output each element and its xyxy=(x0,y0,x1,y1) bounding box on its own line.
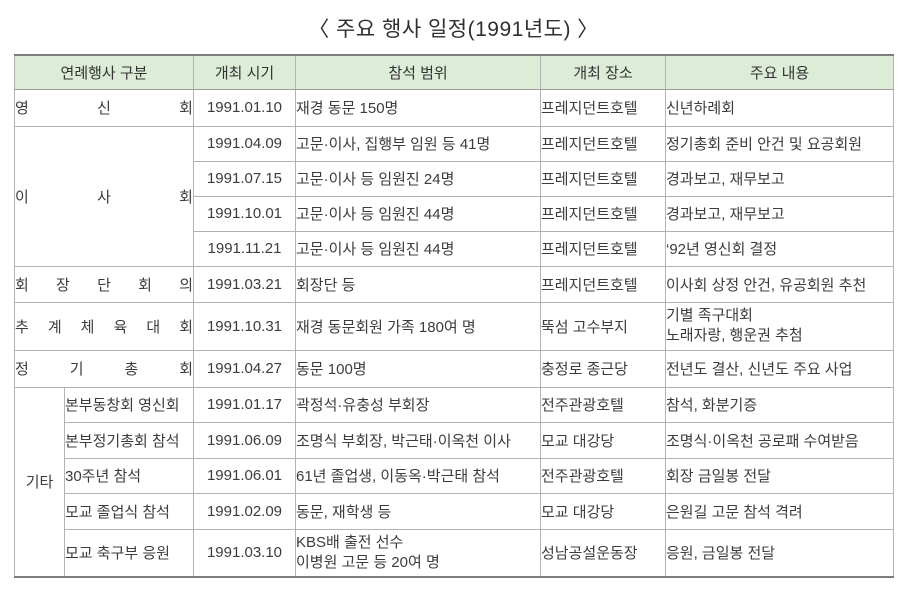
cell-venue: 프레지던트호텔 xyxy=(540,230,666,267)
cell-venue: 프레지던트호텔 xyxy=(540,195,666,232)
cell-content: ‘92년 영신회 결정 xyxy=(665,230,894,267)
cell-venue: 충정로 종근당 xyxy=(540,349,666,388)
cell-date: 1991.01.10 xyxy=(193,88,296,127)
cell-venue: 모교 대강당 xyxy=(540,492,666,530)
cell-content: 경과보고, 재무보고 xyxy=(665,160,894,197)
cell-sublabel: 본부정기총회 참석 xyxy=(64,421,194,459)
cell-sublabel: 본부동창회 영신회 xyxy=(64,386,194,423)
cell-date: 1991.07.15 xyxy=(193,160,296,197)
cell-attendees: 곽정석·유충성 부회장 xyxy=(295,386,541,423)
table-header-row: 연례행사 구분 개최 시기 참석 범위 개최 장소 주요 내용 xyxy=(14,54,894,90)
table-row: 1991.11.21 고문·이사 등 임원진 44명 프레지던트호텔 ‘92년 … xyxy=(15,230,894,267)
cell-content: 이사회 상정 안건, 유공회원 추천 xyxy=(665,265,894,303)
cell-venue: 프레지던트호텔 xyxy=(540,265,666,303)
cell-venue: 모교 대강당 xyxy=(540,421,666,459)
cell-content: 응원, 금일봉 전달 xyxy=(665,528,894,578)
cell-attendees: 재경 동문 150명 xyxy=(295,88,541,127)
page-title: 〈 주요 행사 일정(1991년도) 〉 xyxy=(308,18,599,41)
cell-content: 회장 금일봉 전달 xyxy=(665,457,894,494)
attendees-line-2: 이병원 고문 등 20여 명 xyxy=(296,553,440,571)
table-row: 회 장 단 회 의 1991.03.21 회장단 등 프레지던트호텔 이사회 상… xyxy=(14,265,894,303)
cell-date: 1991.11.21 xyxy=(193,230,296,267)
attendees-line-1: KBS배 출전 선수 xyxy=(296,533,404,551)
cell-venue: 전주관광호텔 xyxy=(540,386,666,423)
cell-date: 1991.01.17 xyxy=(193,386,296,423)
cell-attendees: 동문, 재학생 등 xyxy=(295,492,541,530)
table-row: 본부정기총회 참석 1991.06.09 조명식 부회장, 박근태·이옥천 이사… xyxy=(15,421,894,459)
cell-category: 영 신 회 xyxy=(14,88,194,127)
cell-category: 정 기 총 회 xyxy=(14,349,194,388)
cell-attendees: KBS배 출전 선수 이병원 고문 등 20여 명 xyxy=(295,528,541,578)
cell-date: 1991.06.01 xyxy=(193,457,296,494)
cell-venue: 프레지던트호텔 xyxy=(540,160,666,197)
content-line-1: 기별 족구대회 xyxy=(666,306,753,324)
cell-content: 전년도 결산, 신년도 주요 사업 xyxy=(665,349,894,388)
cell-venue: 뚝섬 고수부지 xyxy=(540,301,666,351)
cell-venue: 프레지던트호텔 xyxy=(540,88,666,127)
cell-date: 1991.10.31 xyxy=(193,301,296,351)
header-content: 주요 내용 xyxy=(665,54,894,90)
table-row: 모교 축구부 응원 1991.03.10 KBS배 출전 선수 이병원 고문 등… xyxy=(15,528,894,578)
table-row: 이 사 회 1991.04.09 고문·이사, 집행부 임원 등 41명 프레지… xyxy=(14,125,894,267)
header-category: 연례행사 구분 xyxy=(14,54,194,90)
table-row: 30주년 참석 1991.06.01 61년 졸업생, 이동옥·박근태 참석 전… xyxy=(15,457,894,494)
cell-date: 1991.04.09 xyxy=(193,125,296,162)
cell-content: 은원길 고문 참석 격려 xyxy=(665,492,894,530)
table-row: 정 기 총 회 1991.04.27 동문 100명 충정로 종근당 전년도 결… xyxy=(14,349,894,388)
cell-attendees: 고문·이사 등 임원진 24명 xyxy=(295,160,541,197)
cell-attendees: 회장단 등 xyxy=(295,265,541,303)
cell-category: 추 계 체 육 대 회 xyxy=(14,301,194,351)
cell-venue: 성남공설운동장 xyxy=(540,528,666,578)
cell-category: 회 장 단 회 의 xyxy=(14,265,194,303)
table-row: 모교 졸업식 참석 1991.02.09 동문, 재학생 등 모교 대강당 은원… xyxy=(15,492,894,530)
content-line-2: 노래자랑, 행운권 추첨 xyxy=(666,327,803,344)
cell-date: 1991.03.21 xyxy=(193,265,296,303)
cell-date: 1991.06.09 xyxy=(193,421,296,459)
cell-venue: 전주관광호텔 xyxy=(540,457,666,494)
cell-content: 조명식·이옥천 공로패 수여받음 xyxy=(665,421,894,459)
cell-attendees: 고문·이사 등 임원진 44명 xyxy=(295,230,541,267)
cell-date: 1991.03.10 xyxy=(193,528,296,578)
table-row: 추 계 체 육 대 회 1991.10.31 재경 동문회원 가족 180여 명… xyxy=(14,301,894,351)
table-row: 1991.10.01 고문·이사 등 임원진 44명 프레지던트호텔 경과보고,… xyxy=(15,195,894,232)
cell-attendees: 동문 100명 xyxy=(295,349,541,388)
cell-attendees: 조명식 부회장, 박근태·이옥천 이사 xyxy=(295,421,541,459)
cell-content: 기별 족구대회 노래자랑, 행운권 추첨 xyxy=(665,301,894,351)
cell-sublabel: 30주년 참석 xyxy=(64,457,194,494)
cell-attendees: 고문·이사, 집행부 임원 등 41명 xyxy=(295,125,541,162)
cell-attendees: 고문·이사 등 임원진 44명 xyxy=(295,195,541,232)
table-row: 기타 본부동창회 영신회 1991.01.17 곽정석·유충성 부회장 전주관광… xyxy=(14,386,894,578)
cell-sublabel: 모교 축구부 응원 xyxy=(64,528,194,578)
table-row: 영 신 회 1991.01.10 재경 동문 150명 프레지던트호텔 신년하례… xyxy=(14,88,894,127)
cell-content: 신년하례회 xyxy=(665,88,894,127)
cell-attendees: 재경 동문회원 가족 180여 명 xyxy=(295,301,541,351)
cell-content: 참석, 화분기증 xyxy=(665,386,894,423)
table-row: 1991.07.15 고문·이사 등 임원진 24명 프레지던트호텔 경과보고,… xyxy=(15,160,894,197)
cell-category-etc: 기타 xyxy=(14,386,65,578)
header-attendees: 참석 범위 xyxy=(295,54,541,90)
cell-category: 이 사 회 xyxy=(14,125,194,267)
cell-content: 경과보고, 재무보고 xyxy=(665,195,894,232)
cell-date: 1991.02.09 xyxy=(193,492,296,530)
cell-venue: 프레지던트호텔 xyxy=(540,125,666,162)
cell-date: 1991.04.27 xyxy=(193,349,296,388)
header-venue: 개최 장소 xyxy=(540,54,666,90)
cell-date: 1991.10.01 xyxy=(193,195,296,232)
cell-content: 정기총회 준비 안건 및 요공회원 xyxy=(665,125,894,162)
event-schedule-table: 연례행사 구분 개최 시기 참석 범위 개최 장소 주요 내용 영 신 회 19… xyxy=(14,54,894,578)
header-date: 개최 시기 xyxy=(193,54,296,90)
cell-sublabel: 모교 졸업식 참석 xyxy=(64,492,194,530)
cell-attendees: 61년 졸업생, 이동옥·박근태 참석 xyxy=(295,457,541,494)
